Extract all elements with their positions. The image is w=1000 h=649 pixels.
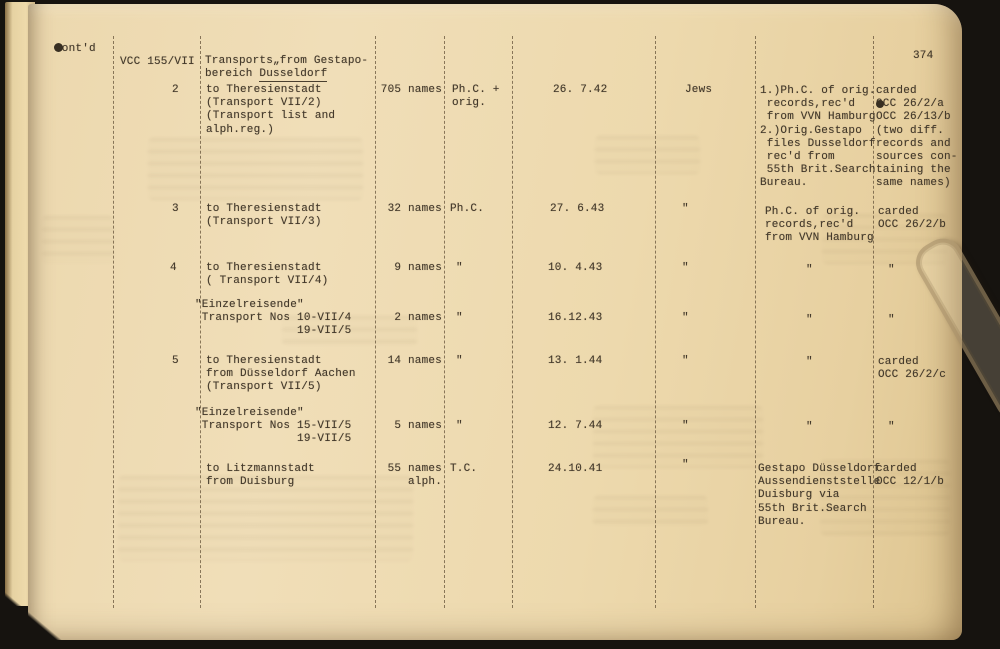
column-separator-line [655, 36, 656, 608]
column-separator-line [444, 36, 445, 608]
source-ditto-mark: " [806, 314, 813, 326]
row-number: 5 [172, 355, 179, 367]
section-heading-line1: Transports„from Gestapo- [205, 55, 369, 67]
copy-type: Ph.C. + orig. [452, 84, 500, 110]
bleed-through-smudge [42, 216, 114, 264]
names-count: 705 names [380, 84, 442, 96]
names-count: 5 names [394, 420, 442, 432]
carded-ditto-mark: " [888, 264, 895, 276]
copy-type: T.C. [450, 463, 478, 475]
document-page [28, 4, 962, 640]
bleed-through-smudge [822, 214, 947, 264]
transport-date: 26. 7.42 [553, 84, 608, 96]
carded-ditto-mark: " [888, 421, 895, 433]
carded-reference: carded OCC 26/2/b [878, 206, 947, 232]
page-number: 374 [913, 50, 934, 62]
heading-underlined-place: Dusseldorf [259, 68, 328, 82]
names-count: 2 names [394, 312, 442, 324]
names-count: 9 names [394, 262, 442, 274]
column-separator-line [200, 36, 201, 608]
row-number: 3 [172, 203, 179, 215]
column-separator-line [873, 36, 874, 608]
source-ditto-mark: " [806, 421, 813, 433]
names-count: 14 names [387, 355, 442, 367]
record-source: 1.)Ph.C. of orig. records,rec'd from VVN… [760, 85, 876, 190]
transport-description: to Litzmannstadt from Duisburg [206, 463, 315, 489]
transport-date: 24.10.41 [548, 463, 603, 475]
bleed-through-smudge [118, 476, 413, 561]
transport-date: 16.12.43 [548, 312, 603, 324]
transport-date: 13. 1.44 [548, 355, 603, 367]
transport-date: 10. 4.43 [548, 262, 603, 274]
bleed-through-smudge [820, 460, 950, 535]
persons-ditto-mark: " [682, 459, 689, 471]
row-number: 4 [170, 262, 177, 274]
heading-prefix: bereich [205, 68, 260, 80]
transport-description: "Einzelreisende" Transport Nos 10-VII/4 … [195, 299, 352, 338]
continued-label: cont'd [55, 43, 96, 55]
transport-date: 27. 6.43 [550, 203, 605, 215]
transport-description: "Einzelreisende" Transport Nos 15-VII/5 … [195, 407, 352, 446]
section-heading-line2: bereich Dusseldorf [205, 68, 328, 82]
names-count: 55 names alph. [387, 463, 442, 489]
persons-ditto-mark: " [682, 312, 689, 324]
bleed-through-smudge [593, 496, 708, 526]
copy-type-ditto-mark: " [456, 262, 463, 274]
source-ditto-mark: " [806, 264, 813, 276]
bleed-through-smudge [593, 406, 763, 468]
page-corner-shadow [0, 590, 70, 649]
record-source: Ph.C. of orig. records,rec'd from VVN Ha… [765, 206, 874, 245]
ink-blot [876, 100, 884, 108]
bleed-through-smudge [282, 316, 417, 346]
record-source: Gestapo Düsseldorf Aussendienststelle Du… [758, 463, 881, 528]
names-count: 32 names [387, 203, 442, 215]
copy-type-ditto-mark: " [456, 312, 463, 324]
transport-description: to Theresienstadt (Transport VII/2) (Tra… [206, 84, 336, 136]
column-separator-line [113, 36, 114, 608]
bleed-through-smudge [148, 138, 363, 200]
persons-ditto-mark: " [682, 203, 689, 215]
ink-blot [54, 43, 63, 52]
transport-description: to Theresienstadt from Düsseldorf Aachen… [206, 355, 356, 394]
persons-ditto-mark: " [682, 355, 689, 367]
persons-ditto-mark: " [682, 420, 689, 432]
row-number: 2 [172, 84, 179, 96]
transport-date: 12. 7.44 [548, 420, 603, 432]
persons-ditto-mark: " [682, 262, 689, 274]
carded-reference: carded OCC 26/2/c [878, 356, 947, 382]
carded-reference: carded OCC 12/1/b [876, 463, 945, 489]
column-separator-line [755, 36, 756, 608]
copy-type: Ph.C. [450, 203, 485, 215]
copy-type-ditto-mark: " [456, 355, 463, 367]
bleed-through-smudge [595, 136, 700, 174]
carded-reference: carded OCC 26/2/a OCC 26/13/b (two diff.… [876, 85, 958, 190]
carded-ditto-mark: " [888, 314, 895, 326]
column-separator-line [375, 36, 376, 608]
reference-number: VCC 155/VII [120, 56, 195, 68]
persons-category: Jews [685, 84, 713, 96]
transport-description: to Theresienstadt ( Transport VII/4) [206, 262, 329, 288]
column-separator-line [512, 36, 513, 608]
transport-description: to Theresienstadt (Transport VII/3) [206, 203, 322, 229]
source-ditto-mark: " [806, 356, 813, 368]
copy-type-ditto-mark: " [456, 420, 463, 432]
